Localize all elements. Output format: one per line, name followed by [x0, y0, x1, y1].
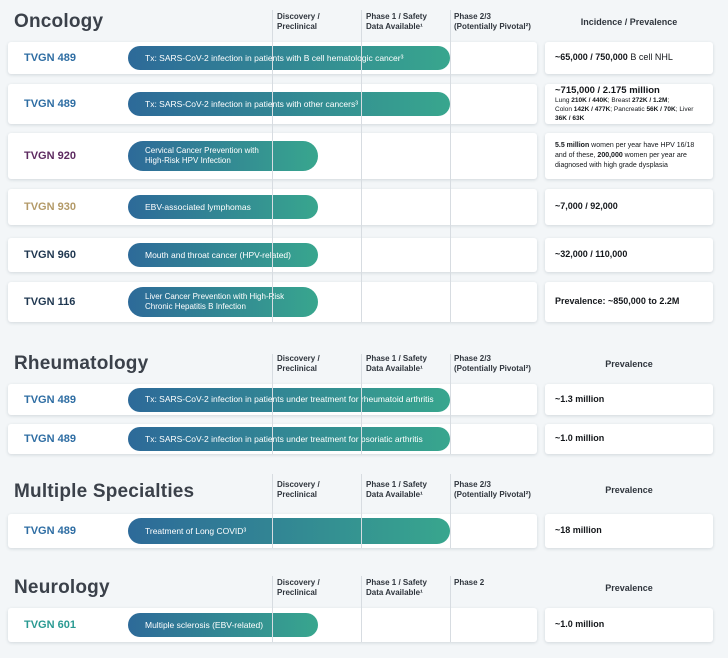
- column-header-phase2: Phase 2: [454, 578, 485, 587]
- prevalence-card: ~1.0 million: [545, 608, 713, 642]
- incidence-value: ~65,000 / 750,000: [555, 52, 628, 63]
- prevalence-value: ~1.0 million: [555, 433, 605, 444]
- pipeline-bar: Tx: SARS-CoV-2 infection in patients und…: [128, 387, 450, 412]
- grid-line-phase23: [450, 354, 451, 454]
- section-header: Oncology Discovery / Preclinical Phase 1…: [0, 8, 728, 42]
- section-rheumatology: Rheumatology Discovery / Preclinical Pha…: [0, 352, 728, 454]
- grid-line-phase1: [361, 474, 362, 548]
- column-header-discovery: Discovery / Preclinical: [277, 12, 320, 32]
- grid-line-phase2: [450, 576, 451, 642]
- incidence-card: Prevalence: ~850,000 to 2.2M: [545, 282, 713, 322]
- prevalence-value: ~1.0 million: [555, 619, 605, 630]
- section-header: Neurology Discovery / Preclinical Phase …: [0, 574, 728, 608]
- grid-line-phase23: [450, 474, 451, 548]
- program-label: TVGN 601: [24, 619, 76, 631]
- section-header: Multiple Specialties Discovery / Preclin…: [0, 472, 728, 514]
- pipeline-row: TVGN 489 Tx: SARS-CoV-2 infection in pat…: [8, 424, 728, 454]
- program-label: TVGN 489: [24, 525, 76, 537]
- column-header-phase1: Phase 1 / Safety Data Available¹: [366, 354, 427, 374]
- pipeline-row: TVGN 920 Cervical Cancer Prevention with…: [8, 133, 728, 179]
- column-header-phase23: Phase 2/3 (Potentially Pivotal²): [454, 354, 531, 374]
- section-header: Rheumatology Discovery / Preclinical Pha…: [0, 352, 728, 384]
- grid-line-phase1: [361, 354, 362, 454]
- incidence-note: 5.5 million women per year have HPV 16/1…: [555, 142, 695, 169]
- grid-line-phase1: [361, 10, 362, 322]
- grid-line-discovery: [272, 354, 273, 454]
- section-title: Multiple Specialties: [14, 481, 195, 502]
- incidence-detail: Lung 210K / 440K; Breast 272K / 1.2M; Co…: [555, 97, 694, 122]
- incidence-card: ~7,000 / 92,000: [545, 189, 713, 225]
- section-oncology: Oncology Discovery / Preclinical Phase 1…: [0, 8, 728, 322]
- incidence-suffix: B cell NHL: [627, 52, 673, 63]
- pipeline-row: TVGN 489 Tx: SARS-CoV-2 infection in pat…: [8, 42, 728, 74]
- program-label: TVGN 489: [24, 98, 76, 110]
- program-label: TVGN 930: [24, 201, 76, 213]
- column-header-phase23: Phase 2/3 (Potentially Pivotal²): [454, 12, 531, 32]
- incidence-card: ~65,000 / 750,000 B cell NHL: [545, 42, 713, 74]
- pipeline-bar: Cervical Cancer Prevention with High-Ris…: [128, 141, 318, 171]
- program-label: TVGN 960: [24, 249, 76, 261]
- pipeline-row: TVGN 116 Liver Cancer Prevention with Hi…: [8, 282, 728, 322]
- pipeline-bar: Treatment of Long COVID³: [128, 518, 450, 544]
- incidence-card: 5.5 million women per year have HPV 16/1…: [545, 133, 713, 179]
- column-header-discovery: Discovery / Preclinical: [277, 578, 320, 598]
- prevalence-value: ~1.3 million: [555, 393, 605, 404]
- grid-line-phase1: [361, 576, 362, 642]
- incidence-value: Prevalence: ~850,000 to 2.2M: [555, 296, 680, 307]
- prevalence-header: Prevalence: [605, 359, 653, 369]
- prevalence-header: Prevalence: [605, 485, 653, 495]
- column-header-discovery: Discovery / Preclinical: [277, 354, 320, 374]
- program-label: TVGN 920: [24, 150, 76, 162]
- section-title: Rheumatology: [14, 353, 149, 374]
- program-label: TVGN 489: [24, 393, 76, 406]
- section-title: Neurology: [14, 577, 110, 598]
- grid-line-phase23: [450, 10, 451, 322]
- column-header-discovery: Discovery / Preclinical: [277, 480, 320, 500]
- incidence-value: ~715,000 / 2.175 million: [555, 84, 660, 96]
- pipeline-bar: Mouth and throat cancer (HPV-related): [128, 243, 318, 267]
- pipeline-bar: Tx: SARS-CoV-2 infection in patients wit…: [128, 92, 450, 116]
- prevalence-card: ~1.3 million: [545, 384, 713, 415]
- pipeline-row: TVGN 489 Tx: SARS-CoV-2 infection in pat…: [8, 84, 728, 124]
- incidence-card: ~715,000 / 2.175 million Lung 210K / 440…: [545, 84, 713, 124]
- pipeline-row: TVGN 960 Mouth and throat cancer (HPV-re…: [8, 238, 728, 272]
- pipeline-bar: Tx: SARS-CoV-2 infection in patients wit…: [128, 46, 450, 70]
- column-header-phase1: Phase 1 / Safety Data Available¹: [366, 480, 427, 500]
- section-multiple-specialties: Multiple Specialties Discovery / Preclin…: [0, 472, 728, 548]
- grid-line-discovery: [272, 10, 273, 322]
- program-label: TVGN 489: [24, 433, 76, 445]
- pipeline-bar: Multiple sclerosis (EBV-related): [128, 613, 318, 637]
- column-header-phase23: Phase 2/3 (Potentially Pivotal²): [454, 480, 531, 500]
- prevalence-card: ~18 million: [545, 514, 713, 548]
- prevalence-card: ~1.0 million: [545, 424, 713, 454]
- pipeline-row: TVGN 489 Treatment of Long COVID³ ~18 mi…: [8, 514, 728, 548]
- pipeline-row: TVGN 489 Tx: SARS-CoV-2 infection in pat…: [8, 384, 728, 415]
- section-title: Oncology: [14, 11, 104, 32]
- column-header-phase1: Phase 1 / Safety Data Available¹: [366, 12, 427, 32]
- incidence-card: ~32,000 / 110,000: [545, 238, 713, 272]
- pipeline-bar: Liver Cancer Prevention with High-Risk C…: [128, 287, 318, 317]
- prevalence-value: ~18 million: [555, 525, 602, 536]
- grid-line-discovery: [272, 474, 273, 548]
- incidence-prevalence-header: Incidence / Prevalence: [580, 17, 678, 27]
- program-label: TVGN 116: [24, 296, 76, 308]
- pipeline-bar: EBV-associated lymphomas: [128, 195, 318, 219]
- grid-line-discovery: [272, 576, 273, 642]
- incidence-value: ~7,000 / 92,000: [555, 201, 618, 212]
- prevalence-header: Prevalence: [605, 583, 653, 593]
- pipeline-row: TVGN 601 Multiple sclerosis (EBV-related…: [8, 608, 728, 642]
- program-label: TVGN 489: [24, 52, 76, 64]
- pipeline-row: TVGN 930 EBV-associated lymphomas ~7,000…: [8, 189, 728, 225]
- pipeline-bar: Tx: SARS-CoV-2 infection in patients und…: [128, 427, 450, 451]
- incidence-value: ~32,000 / 110,000: [555, 249, 628, 260]
- column-header-phase1: Phase 1 / Safety Data Available¹: [366, 578, 427, 598]
- section-neurology: Neurology Discovery / Preclinical Phase …: [0, 574, 728, 642]
